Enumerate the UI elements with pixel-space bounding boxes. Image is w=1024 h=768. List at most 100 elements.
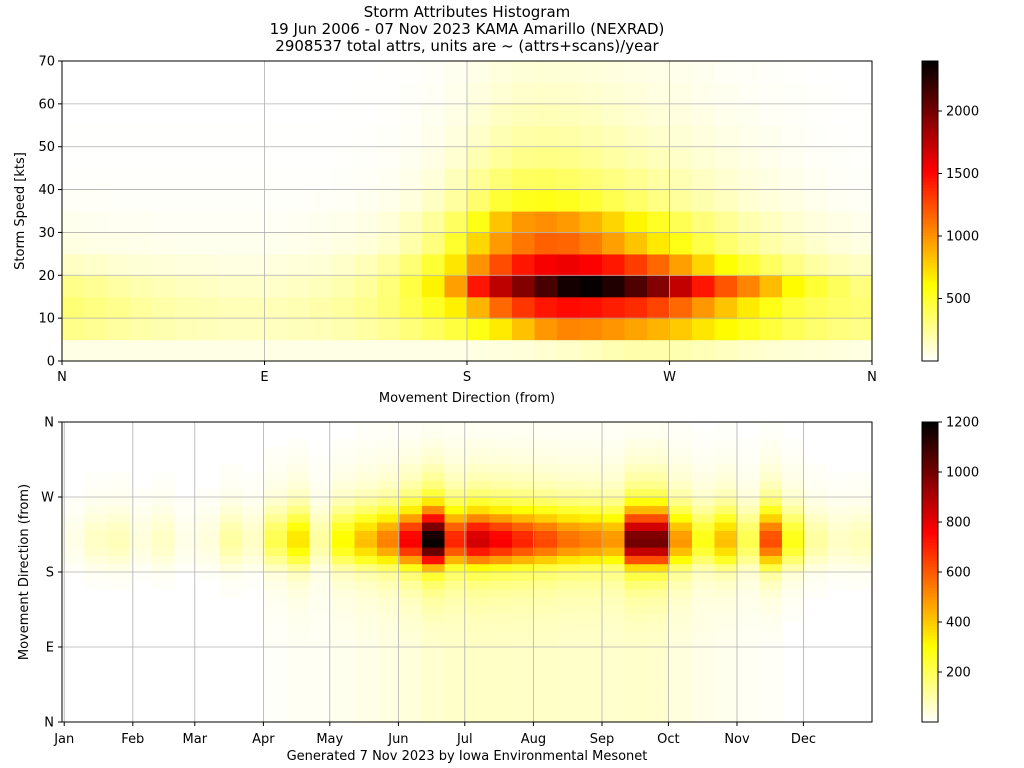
top-x-tick-label: N <box>57 370 67 385</box>
bottom-heatmap-cell <box>489 480 513 490</box>
bottom-heatmap-cell <box>647 422 671 431</box>
bottom-colorbar-tick-label: 200 <box>946 666 971 681</box>
bottom-heatmap-cell <box>264 472 288 481</box>
top-heatmap-cell <box>849 296 873 319</box>
bottom-heatmap-cell <box>129 547 153 556</box>
top-colorbar-segment <box>922 154 938 158</box>
top-heatmap-cell <box>804 339 828 362</box>
bottom-heatmap-cell <box>377 513 401 523</box>
bottom-heatmap-cell <box>377 597 401 606</box>
bottom-heatmap-cell <box>714 472 738 481</box>
bottom-heatmap-cell <box>377 580 401 590</box>
top-heatmap-cell <box>354 253 378 276</box>
bottom-heatmap-cell <box>197 505 221 515</box>
top-heatmap-cell <box>489 61 513 84</box>
top-heatmap-cell <box>602 253 626 276</box>
bottom-heatmap-cell <box>557 622 581 631</box>
bottom-heatmap-cell <box>444 522 468 531</box>
bottom-heatmap-cell <box>602 530 626 540</box>
top-heatmap-cell <box>174 189 198 212</box>
bottom-heatmap-cell <box>512 663 536 673</box>
bottom-heatmap-cell <box>512 638 536 648</box>
top-heatmap-cell <box>422 61 446 84</box>
bottom-colorbar-segment <box>922 533 938 537</box>
bottom-heatmap-cell <box>714 688 738 698</box>
top-colorbar-segment <box>922 106 938 110</box>
top-heatmap-cell <box>557 82 581 105</box>
bottom-heatmap-cell <box>332 530 356 540</box>
bottom-heatmap-cell <box>467 597 491 606</box>
bottom-heatmap-cell <box>714 647 738 656</box>
bottom-heatmap-cell <box>647 555 671 565</box>
bottom-heatmap-cell <box>714 597 738 606</box>
top-colorbar-segment <box>922 337 938 341</box>
bottom-heatmap-cell <box>737 647 761 656</box>
top-heatmap-cell <box>692 61 716 84</box>
bottom-heatmap-cell <box>354 613 378 623</box>
bottom-heatmap-cell <box>737 455 761 465</box>
bottom-heatmap-cell <box>422 588 446 598</box>
top-heatmap-cell <box>827 125 851 148</box>
bottom-heatmap-cell <box>422 713 446 723</box>
top-heatmap-cell <box>377 253 401 276</box>
bottom-heatmap-cell <box>737 563 761 573</box>
top-colorbar-segment <box>922 241 938 245</box>
bottom-heatmap-cell <box>602 472 626 481</box>
top-heatmap-cell <box>399 275 423 298</box>
top-x-tick-label: E <box>260 370 268 385</box>
bottom-heatmap-cell <box>624 447 648 456</box>
bottom-heatmap-cell <box>264 638 288 648</box>
top-colorbar-segment <box>922 220 938 224</box>
bottom-heatmap-cell <box>534 422 558 431</box>
top-heatmap-cell <box>332 146 356 169</box>
bottom-heatmap-cell <box>849 538 873 548</box>
top-heatmap-cell <box>129 146 153 169</box>
top-heatmap-cell <box>264 168 288 191</box>
bottom-heatmap-cell <box>264 705 288 715</box>
bottom-heatmap-cell <box>467 705 491 715</box>
bottom-heatmap-cell <box>399 505 423 515</box>
bottom-heatmap-cell <box>759 647 783 656</box>
bottom-heatmap-cell <box>512 505 536 515</box>
top-heatmap-cell <box>332 232 356 255</box>
bottom-heatmap-cell <box>624 622 648 631</box>
top-heatmap-cell <box>714 82 738 105</box>
bottom-heatmap-cell <box>354 713 378 723</box>
bottom-heatmap-cell <box>737 580 761 590</box>
bottom-heatmap-cell <box>399 680 423 690</box>
bottom-heatmap-cell <box>557 505 581 515</box>
top-heatmap-cell <box>579 61 603 84</box>
bottom-heatmap-cell <box>197 522 221 531</box>
bottom-heatmap-cell <box>624 522 648 531</box>
bottom-heatmap-cell <box>737 655 761 665</box>
top-heatmap-cell <box>512 339 536 362</box>
bottom-heatmap-cell <box>782 472 806 481</box>
bottom-heatmap-cell <box>422 463 446 473</box>
bottom-heatmap-cell <box>84 547 108 556</box>
top-heatmap-cell <box>84 253 108 276</box>
top-heatmap-cell <box>624 318 648 341</box>
bottom-heatmap-cell <box>714 622 738 631</box>
top-heatmap-cell <box>309 125 333 148</box>
bottom-heatmap-cell <box>467 505 491 515</box>
bottom-heatmap-cell <box>287 580 311 590</box>
bottom-heatmap-cell <box>129 488 153 498</box>
bottom-heatmap-cell <box>377 422 401 431</box>
bottom-heatmap-cell <box>219 513 243 523</box>
bottom-heatmap-cell <box>242 547 266 556</box>
bottom-heatmap-cell <box>152 547 176 556</box>
top-heatmap-cell <box>242 296 266 319</box>
bottom-heatmap-cell <box>399 497 423 506</box>
bottom-heatmap-cell <box>354 430 378 440</box>
top-heatmap-cell <box>354 103 378 126</box>
bottom-heatmap-cell <box>534 530 558 540</box>
bottom-heatmap-cell <box>309 647 333 656</box>
bottom-colorbar-segment <box>922 656 938 660</box>
bottom-heatmap-cell <box>804 530 828 540</box>
bottom-heatmap-cell <box>264 622 288 631</box>
top-colorbar-segment <box>922 202 938 206</box>
top-heatmap-cell <box>197 339 221 362</box>
bottom-heatmap-cell <box>264 672 288 681</box>
top-heatmap-cell <box>107 339 131 362</box>
bottom-heatmap-cell <box>422 638 446 648</box>
